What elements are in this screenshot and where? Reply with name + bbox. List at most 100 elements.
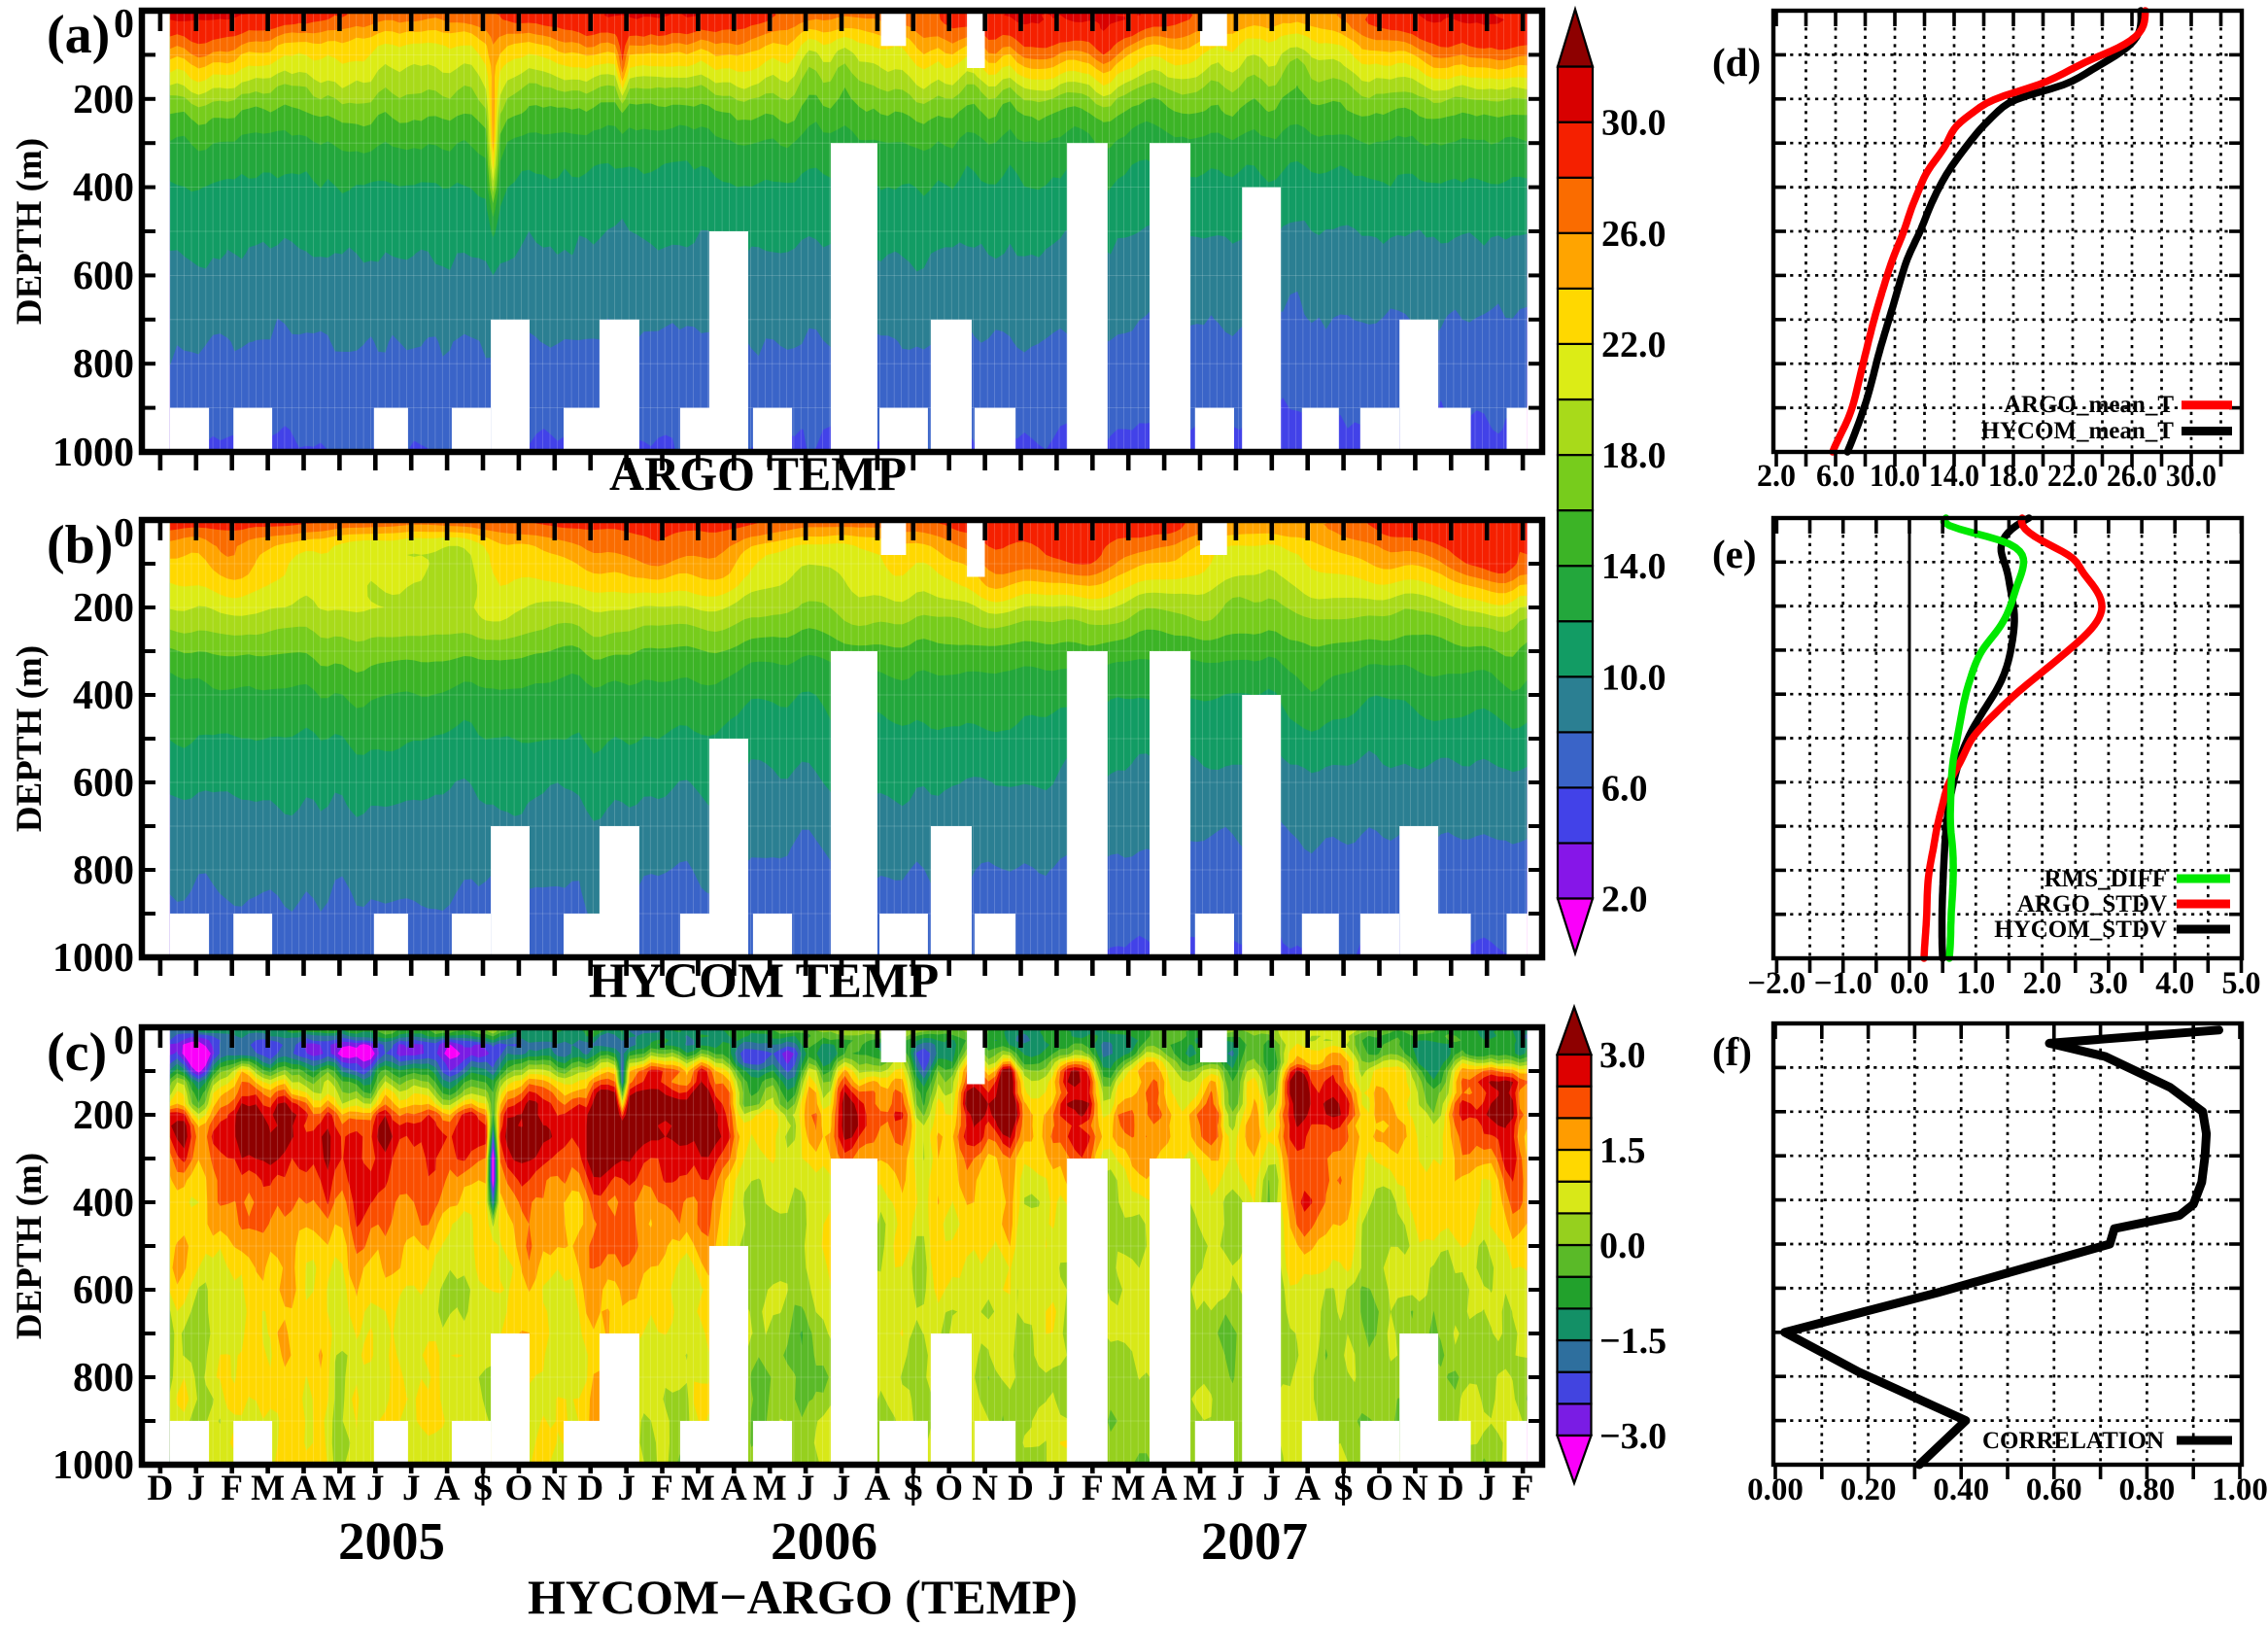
svg-text:14.0: 14.0 bbox=[1929, 459, 1979, 494]
svg-text:M: M bbox=[753, 1469, 787, 1508]
svg-text:26.0: 26.0 bbox=[1601, 214, 1667, 255]
svg-text:(c): (c) bbox=[47, 1022, 107, 1083]
svg-text:200: 200 bbox=[73, 586, 134, 631]
svg-text:22.0: 22.0 bbox=[2047, 459, 2098, 494]
svg-text:0.40: 0.40 bbox=[1933, 1472, 1989, 1507]
svg-text:N: N bbox=[1402, 1469, 1428, 1508]
svg-text:ARGO TEMP: ARGO TEMP bbox=[609, 446, 907, 501]
svg-text:30.0: 30.0 bbox=[1601, 103, 1667, 144]
svg-text:0.00: 0.00 bbox=[1747, 1472, 1804, 1507]
svg-text:ARGO_STDV: ARGO_STDV bbox=[2017, 891, 2167, 917]
svg-text:F: F bbox=[651, 1469, 673, 1508]
svg-text:18.0: 18.0 bbox=[1601, 435, 1667, 476]
svg-text:0.20: 0.20 bbox=[1840, 1472, 1897, 1507]
svg-text:3.0: 3.0 bbox=[2089, 966, 2128, 1001]
svg-text:400: 400 bbox=[73, 1181, 134, 1226]
svg-text:0: 0 bbox=[114, 2, 134, 47]
svg-text:1000: 1000 bbox=[52, 431, 134, 475]
svg-text:0: 0 bbox=[114, 511, 134, 556]
svg-text:DEPTH (m): DEPTH (m) bbox=[10, 1153, 50, 1339]
svg-text:0.60: 0.60 bbox=[2026, 1472, 2082, 1507]
svg-text:M: M bbox=[1112, 1469, 1146, 1508]
svg-text:2.0: 2.0 bbox=[1601, 880, 1648, 920]
svg-text:A: A bbox=[865, 1469, 891, 1508]
svg-text:D: D bbox=[148, 1469, 174, 1508]
svg-text:−3.0: −3.0 bbox=[1599, 1416, 1667, 1457]
svg-text:−1.5: −1.5 bbox=[1599, 1321, 1667, 1362]
svg-text:O: O bbox=[1365, 1469, 1393, 1508]
svg-text:1.00: 1.00 bbox=[2212, 1472, 2268, 1507]
svg-text:J: J bbox=[402, 1469, 421, 1508]
svg-text:800: 800 bbox=[73, 342, 134, 387]
svg-text:A: A bbox=[721, 1469, 747, 1508]
svg-text:M: M bbox=[681, 1469, 715, 1508]
svg-text:HYCOM_mean_T: HYCOM_mean_T bbox=[1980, 418, 2174, 444]
svg-text:A: A bbox=[1151, 1469, 1178, 1508]
svg-text:6.0: 6.0 bbox=[1601, 768, 1648, 809]
svg-text:DEPTH (m): DEPTH (m) bbox=[10, 645, 50, 832]
svg-text:J: J bbox=[617, 1469, 636, 1508]
svg-text:A: A bbox=[291, 1469, 317, 1508]
svg-text:10.0: 10.0 bbox=[1870, 459, 1920, 494]
svg-text:2005: 2005 bbox=[338, 1511, 445, 1571]
svg-text:D: D bbox=[1438, 1469, 1464, 1508]
svg-text:(b): (b) bbox=[47, 515, 113, 575]
svg-text:−2.0: −2.0 bbox=[1747, 966, 1805, 1001]
svg-text:400: 400 bbox=[73, 166, 134, 211]
svg-text:D: D bbox=[577, 1469, 603, 1508]
svg-text:J: J bbox=[1048, 1469, 1066, 1508]
svg-text:26.0: 26.0 bbox=[2107, 459, 2157, 494]
svg-text:18.0: 18.0 bbox=[1988, 459, 2039, 494]
svg-text:22.0: 22.0 bbox=[1601, 325, 1667, 365]
svg-text:10.0: 10.0 bbox=[1601, 657, 1667, 698]
svg-text:14.0: 14.0 bbox=[1601, 546, 1667, 587]
svg-text:1.5: 1.5 bbox=[1599, 1130, 1646, 1171]
svg-text:2007: 2007 bbox=[1201, 1511, 1308, 1571]
svg-text:800: 800 bbox=[73, 1356, 134, 1401]
svg-text:D: D bbox=[1008, 1469, 1034, 1508]
svg-text:800: 800 bbox=[73, 848, 134, 893]
svg-text:0: 0 bbox=[114, 1019, 134, 1063]
svg-text:600: 600 bbox=[73, 1268, 134, 1313]
svg-text:M: M bbox=[251, 1469, 285, 1508]
svg-text:(f): (f) bbox=[1712, 1029, 1752, 1074]
svg-text:−1.0: −1.0 bbox=[1814, 966, 1873, 1001]
svg-text:M: M bbox=[1184, 1469, 1218, 1508]
svg-text:N: N bbox=[972, 1469, 998, 1508]
svg-text:J: J bbox=[188, 1469, 206, 1508]
svg-text:2006: 2006 bbox=[771, 1511, 877, 1571]
svg-text:HYCOM−ARGO (TEMP): HYCOM−ARGO (TEMP) bbox=[528, 1570, 1078, 1622]
svg-text:F: F bbox=[1082, 1469, 1104, 1508]
svg-text:A: A bbox=[1294, 1469, 1321, 1508]
svg-text:M: M bbox=[323, 1469, 357, 1508]
svg-text:J: J bbox=[833, 1469, 851, 1508]
svg-text:J: J bbox=[1263, 1469, 1282, 1508]
svg-text:F: F bbox=[221, 1469, 243, 1508]
svg-text:F: F bbox=[1512, 1469, 1534, 1508]
svg-text:200: 200 bbox=[73, 78, 134, 122]
svg-text:J: J bbox=[366, 1469, 385, 1508]
svg-text:HYCOM_STDV: HYCOM_STDV bbox=[1994, 917, 2167, 943]
svg-text:RMS_DIFF: RMS_DIFF bbox=[2045, 866, 2167, 892]
svg-text:DEPTH (m): DEPTH (m) bbox=[10, 138, 50, 325]
svg-text:J: J bbox=[1227, 1469, 1246, 1508]
svg-text:0.0: 0.0 bbox=[1890, 966, 1929, 1001]
svg-text:N: N bbox=[541, 1469, 567, 1508]
svg-text:1.0: 1.0 bbox=[1956, 966, 1995, 1001]
svg-text:ARGO_mean_T: ARGO_mean_T bbox=[2004, 392, 2174, 418]
svg-text:J: J bbox=[1478, 1469, 1496, 1508]
svg-text:(e): (e) bbox=[1712, 532, 1757, 576]
svg-text:400: 400 bbox=[73, 674, 134, 718]
svg-text:6.0: 6.0 bbox=[1816, 459, 1855, 494]
svg-text:O: O bbox=[505, 1469, 533, 1508]
svg-text:200: 200 bbox=[73, 1093, 134, 1138]
svg-text:0.80: 0.80 bbox=[2119, 1472, 2176, 1507]
svg-text:2.0: 2.0 bbox=[2023, 966, 2062, 1001]
svg-text:5.0: 5.0 bbox=[2222, 966, 2261, 1001]
svg-text:CORRELATION: CORRELATION bbox=[1982, 1428, 2164, 1454]
svg-text:0.0: 0.0 bbox=[1599, 1226, 1646, 1266]
svg-text:2.0: 2.0 bbox=[1757, 459, 1796, 494]
svg-text:1000: 1000 bbox=[52, 1443, 134, 1488]
svg-text:J: J bbox=[797, 1469, 815, 1508]
svg-text:A: A bbox=[434, 1469, 461, 1508]
